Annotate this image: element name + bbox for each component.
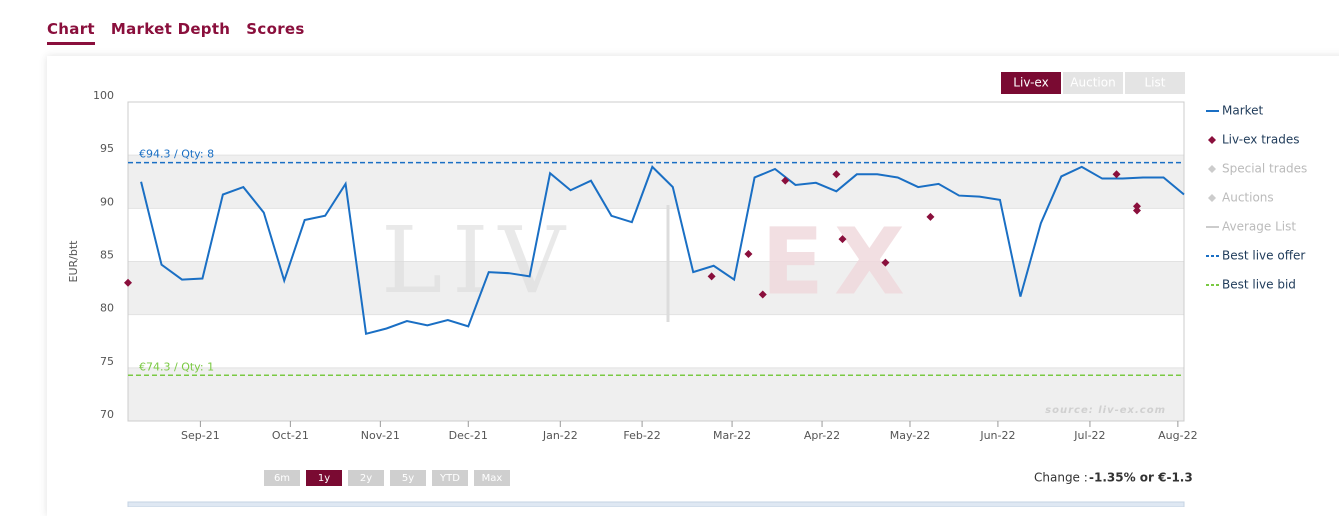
- legend-item[interactable]: Auctions: [1222, 191, 1274, 205]
- plot-frame: [127, 101, 1185, 422]
- x-tick-label: Aug-22: [1158, 429, 1197, 442]
- range-button-label[interactable]: 5y: [402, 473, 414, 484]
- range-button-label[interactable]: YTD: [439, 473, 460, 484]
- tab-bar: Chart Market Depth Scores: [47, 20, 305, 45]
- range-button[interactable]: [390, 470, 426, 486]
- y-tick-label: 95: [100, 142, 114, 155]
- range-button-label[interactable]: 6m: [274, 473, 290, 484]
- source-button-label[interactable]: List: [1145, 76, 1166, 90]
- trade-marker: [881, 258, 890, 267]
- x-tick-label: May-22: [890, 429, 931, 442]
- tab[interactable]: Chart: [47, 20, 95, 45]
- x-tick-label: Sep-21: [181, 429, 220, 442]
- legend-item[interactable]: Best live bid: [1222, 278, 1296, 292]
- reference-label: €74.3 / Qty: 1: [139, 360, 214, 373]
- plot-band: [128, 367, 1184, 421]
- x-tick-label: Dec-21: [449, 429, 488, 442]
- legend-symbol: [1208, 194, 1216, 202]
- x-tick-label: Feb-22: [623, 429, 660, 442]
- range-button-label[interactable]: 1y: [318, 473, 330, 484]
- y-tick-label: 100: [93, 89, 114, 102]
- x-tick-label: Oct-21: [272, 429, 309, 442]
- x-tick-label: Nov-21: [361, 429, 400, 442]
- legend-item[interactable]: Best live offer: [1222, 249, 1305, 263]
- tab[interactable]: Scores: [246, 20, 305, 38]
- range-button[interactable]: [432, 470, 468, 486]
- trade-marker: [1132, 206, 1141, 215]
- range-button[interactable]: [474, 470, 510, 486]
- x-tick-label: Jan-22: [542, 429, 578, 442]
- trade-marker: [1132, 202, 1141, 211]
- trade-marker: [832, 170, 841, 179]
- change-value: -1.35% or €-1.3: [1089, 471, 1193, 485]
- trade-marker: [838, 235, 847, 244]
- x-tick-label: Apr-22: [804, 429, 840, 442]
- legend-symbol: [1208, 165, 1216, 173]
- legend-item[interactable]: Average List: [1222, 220, 1296, 234]
- trade-marker: [1112, 170, 1121, 179]
- trade-marker: [707, 272, 716, 281]
- source-button[interactable]: [1125, 72, 1185, 94]
- trade-marker: [758, 290, 767, 299]
- source-button-label[interactable]: Auction: [1070, 76, 1115, 90]
- trade-marker: [926, 212, 935, 221]
- trade-marker: [781, 176, 790, 185]
- market-line: [140, 165, 1185, 336]
- y-tick-label: 90: [100, 195, 114, 208]
- source-credit: source: liv-ex.com: [1045, 405, 1166, 416]
- source-button[interactable]: [1001, 72, 1061, 94]
- legend-item[interactable]: Liv-ex trades: [1222, 133, 1299, 147]
- range-button[interactable]: [306, 470, 342, 486]
- y-tick-label: 85: [100, 249, 114, 262]
- x-tick-label: Jul-22: [1073, 429, 1105, 442]
- watermark: LIV: [381, 207, 575, 314]
- y-tick-label: 80: [100, 302, 114, 315]
- watermark: EX: [761, 208, 915, 315]
- x-tick-label: Mar-22: [713, 429, 751, 442]
- tab[interactable]: Market Depth: [110, 20, 231, 38]
- y-tick-label: 70: [100, 408, 114, 421]
- change-label: Change :: [1034, 471, 1088, 485]
- legend-symbol: [1208, 136, 1216, 144]
- range-button[interactable]: [264, 470, 300, 486]
- legend-item[interactable]: Special trades: [1222, 162, 1307, 176]
- source-button-label[interactable]: Liv-ex: [1013, 76, 1048, 90]
- range-button-label[interactable]: Max: [482, 473, 503, 484]
- range-button-label[interactable]: 2y: [360, 473, 372, 484]
- x-tick-label: Jun-22: [979, 429, 1015, 442]
- legend-item[interactable]: Market: [1222, 104, 1264, 118]
- reference-label: €94.3 / Qty: 8: [139, 148, 214, 161]
- trade-marker: [124, 278, 132, 287]
- trade-marker: [744, 250, 753, 259]
- plot-band: [128, 261, 1184, 315]
- plot-band: [128, 155, 1184, 209]
- range-button[interactable]: [348, 470, 384, 486]
- y-tick-label: 75: [100, 355, 114, 368]
- source-button[interactable]: [1063, 72, 1123, 94]
- y-axis-label: EUR/btt: [67, 240, 80, 283]
- navigator: [127, 501, 1185, 507]
